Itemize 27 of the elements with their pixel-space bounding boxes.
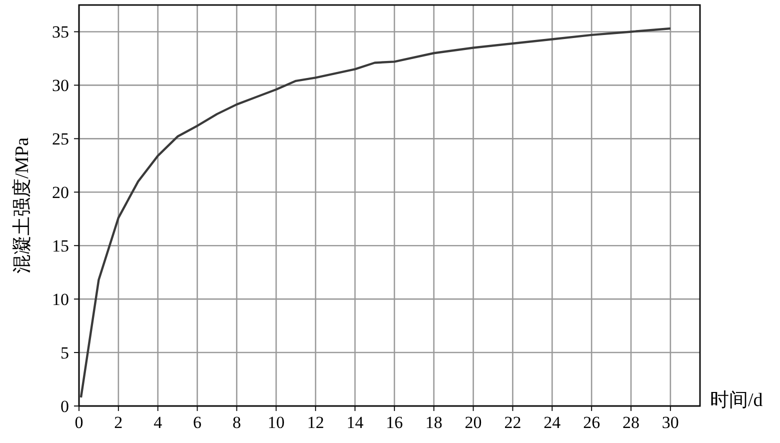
x-tick-label: 12: [307, 413, 324, 432]
line-series: [80, 27, 672, 399]
x-tick-label: 16: [386, 413, 403, 432]
x-tick-label: 26: [583, 413, 600, 432]
x-tick-label: 6: [193, 413, 202, 432]
x-tick-label: 10: [268, 413, 285, 432]
y-tick-label: 15: [52, 236, 69, 256]
y-tick-label: 20: [52, 183, 69, 202]
x-tick-label: 14: [346, 413, 364, 432]
x-tick-label: 4: [154, 413, 163, 432]
x-tick-label: 2: [114, 413, 123, 432]
y-tick-label: 5: [60, 344, 69, 363]
x-tick-label: 28: [622, 413, 640, 432]
x-axis-title: 时间/d: [710, 390, 764, 411]
y-tick-label: 10: [52, 290, 69, 310]
x-tick-label: 18: [425, 413, 442, 432]
y-tick-label: 0: [60, 397, 69, 416]
x-tick-label: 0: [74, 413, 84, 432]
x-tick-label: 24: [544, 413, 562, 432]
y-tick-label: 35: [52, 22, 69, 42]
y-axis-title: 混凝土强度/MPa: [11, 136, 33, 274]
x-tick-label: 30: [662, 413, 679, 432]
y-tick-label: 25: [52, 130, 69, 149]
x-tick-label: 20: [464, 413, 482, 432]
y-tick-label: 30: [52, 76, 69, 96]
x-tick-label: 8: [232, 413, 241, 432]
x-tick-label: 22: [504, 413, 522, 432]
